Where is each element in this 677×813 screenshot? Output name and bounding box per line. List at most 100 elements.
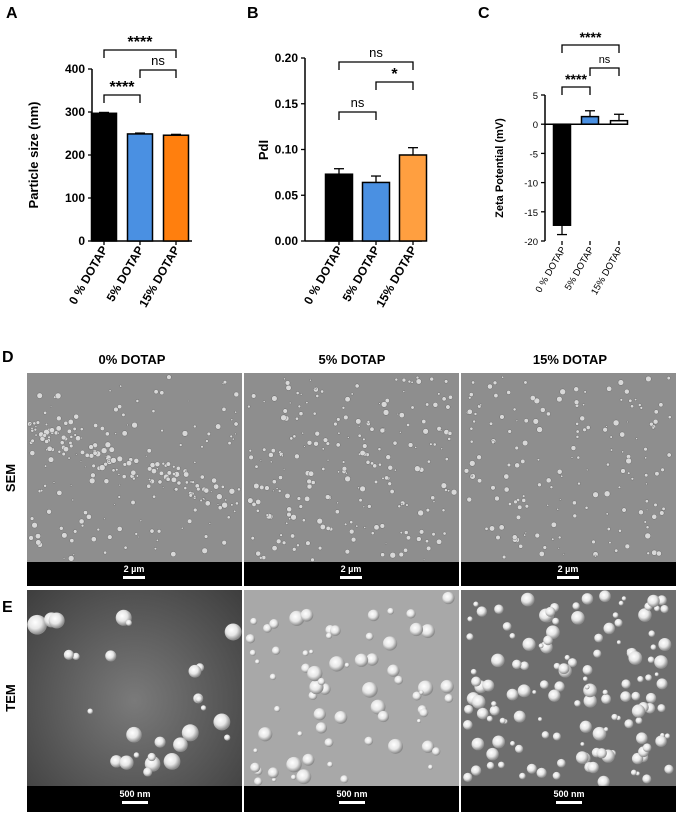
particle [215, 423, 222, 430]
particle [554, 681, 565, 692]
particle [160, 429, 164, 433]
particle [515, 514, 522, 520]
particle [387, 481, 392, 486]
particle [362, 443, 368, 449]
y-tick-label: 0 [533, 120, 538, 131]
particle [35, 420, 41, 425]
particle [442, 591, 455, 605]
significance-label: **** [110, 79, 136, 96]
particle [367, 504, 372, 509]
particle [447, 431, 453, 436]
particle [67, 419, 74, 425]
particle [594, 633, 604, 643]
particle [490, 485, 496, 491]
particle [28, 535, 34, 541]
particle [489, 421, 493, 426]
particle [492, 380, 498, 385]
particle [31, 522, 38, 529]
particle [382, 636, 398, 651]
particle [314, 431, 320, 437]
particle [507, 429, 512, 434]
particle [416, 536, 422, 542]
particle [614, 548, 619, 553]
particle [211, 477, 217, 484]
particle [394, 468, 397, 472]
particle [642, 774, 652, 784]
particle [468, 392, 474, 397]
particle [27, 614, 48, 635]
particle [467, 616, 473, 622]
particle [126, 460, 132, 467]
particle [154, 461, 161, 467]
particle [646, 508, 649, 511]
particle [572, 500, 577, 506]
particle [113, 406, 119, 413]
particle [621, 596, 627, 601]
particle [506, 688, 519, 701]
particle [355, 418, 362, 425]
particle [111, 468, 116, 473]
particle [203, 487, 210, 494]
particle [30, 438, 35, 443]
particle [302, 650, 309, 657]
particle [29, 516, 35, 521]
significance-label: **** [565, 71, 587, 87]
particle [35, 539, 42, 546]
particle [165, 461, 171, 467]
particle [400, 503, 404, 506]
particle [50, 405, 53, 408]
particle [33, 428, 37, 432]
particle [584, 684, 590, 690]
particle [73, 529, 78, 534]
particle [30, 427, 34, 430]
particle [464, 704, 474, 714]
sem-scale-label-1: 2 µm [341, 564, 362, 574]
particle [369, 426, 375, 432]
particle [69, 538, 75, 543]
particle [354, 653, 369, 667]
particle [143, 767, 153, 777]
particle [602, 689, 608, 695]
particle [471, 737, 485, 751]
particle [479, 403, 483, 407]
particle [378, 462, 382, 467]
particle [654, 672, 659, 677]
particle [183, 486, 188, 490]
particle [556, 396, 563, 403]
particle [303, 445, 306, 448]
particle [512, 534, 518, 540]
significance-label: **** [128, 34, 154, 51]
particle [73, 433, 77, 437]
particle [620, 468, 626, 474]
particle [350, 537, 357, 543]
particle [79, 460, 82, 463]
particle [292, 434, 297, 439]
particle [203, 534, 209, 539]
particle [56, 490, 63, 496]
bar [361, 181, 391, 242]
particle [364, 736, 374, 746]
particle [73, 413, 79, 420]
particle [546, 504, 549, 507]
particle [538, 717, 543, 722]
particle [317, 677, 326, 686]
particle [606, 527, 611, 531]
particle [522, 494, 526, 498]
particle [272, 489, 275, 492]
panel-label-d: D [2, 349, 14, 366]
particle [545, 477, 552, 484]
particle [432, 402, 439, 408]
particle [666, 376, 671, 381]
particle [657, 704, 666, 713]
particle [153, 389, 159, 395]
particle [259, 556, 263, 560]
particle [667, 415, 672, 419]
particle [664, 733, 671, 739]
particle [540, 407, 546, 413]
particle [278, 475, 283, 480]
particle [181, 526, 184, 530]
particle [358, 425, 361, 428]
particle [466, 633, 474, 641]
particle [193, 424, 197, 429]
particle [62, 557, 66, 560]
